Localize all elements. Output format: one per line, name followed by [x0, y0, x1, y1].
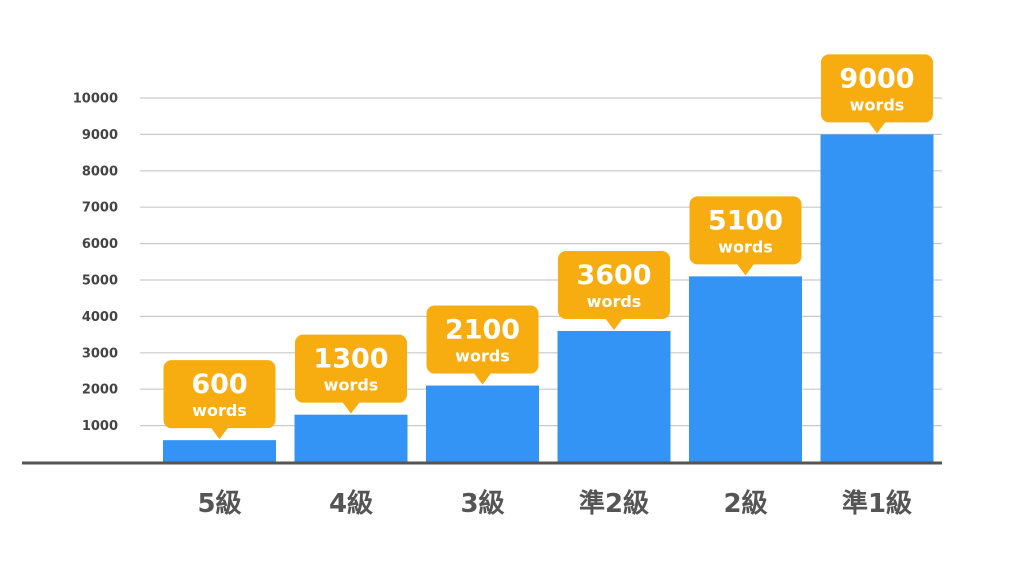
y-tick-label: 5000: [82, 274, 118, 289]
callout-pointer: [736, 263, 755, 276]
callout-pointer: [210, 427, 229, 440]
y-tick-label: 9000: [82, 128, 118, 143]
bar: [689, 276, 802, 462]
data-label-unit: words: [455, 347, 510, 366]
y-tick-label: 3000: [82, 346, 118, 361]
data-label-unit: words: [718, 237, 773, 256]
bar: [163, 440, 276, 462]
callout-box: [689, 196, 802, 265]
data-label-value: 1300: [313, 344, 388, 375]
x-category-label: 2級: [723, 488, 767, 519]
callout-pointer: [473, 372, 492, 385]
callout-box: [821, 54, 933, 123]
x-category-label: 4級: [329, 488, 373, 519]
y-tick-label: 1000: [82, 419, 118, 434]
data-label-unit: words: [850, 95, 905, 114]
data-label-value: 2100: [445, 315, 520, 346]
callout-pointer: [605, 317, 623, 330]
data-label-unit: words: [192, 401, 247, 420]
callout-box: [295, 334, 407, 403]
callout-pointer: [868, 121, 886, 134]
bar: [557, 330, 671, 462]
data-label-value: 5100: [708, 205, 783, 236]
data-label-value: 600: [191, 369, 247, 400]
callout-box: [558, 250, 670, 319]
y-tick-label: 4000: [82, 310, 118, 325]
y-tick-label: 7000: [82, 201, 118, 216]
labels: 1000 2000 3000 4000 5000 6000 7000 8000 9000 1000…: [73, 54, 933, 519]
y-tick-label: 10000: [73, 92, 118, 107]
x-category-label: 準2級: [579, 488, 649, 519]
data-label-value: 9000: [839, 63, 914, 94]
callout-pointer: [342, 401, 360, 414]
callout-box: [163, 360, 276, 429]
x-category-label: 3級: [460, 488, 504, 519]
y-tick-label: 2000: [82, 383, 118, 398]
x-category-label: 準1級: [842, 488, 912, 519]
bar: [426, 385, 539, 462]
callout-box: [426, 305, 539, 374]
data-label-unit: words: [587, 292, 642, 311]
y-tick-label: 8000: [82, 164, 118, 179]
bar: [294, 414, 408, 462]
data-label-unit: words: [324, 376, 379, 395]
data-label-value: 3600: [576, 260, 651, 291]
x-category-label: 5級: [197, 488, 241, 519]
y-tick-label: 6000: [82, 237, 118, 252]
bars: [163, 134, 934, 462]
bar: [820, 134, 934, 462]
